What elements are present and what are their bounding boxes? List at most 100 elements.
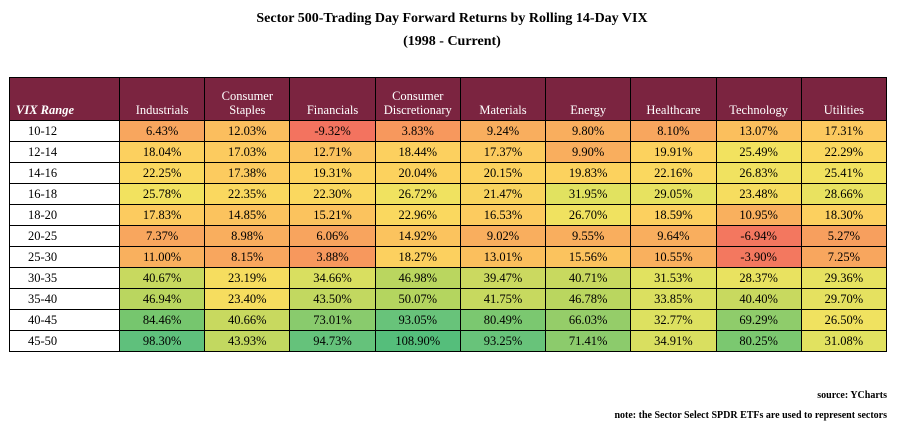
table-row: 30-35 40.67% 23.19% 34.66% 46.98% 39.47% 40.71…: [9, 267, 888, 289]
column-header-line2: Materials: [479, 103, 527, 117]
return-cell: 18.27%: [374, 246, 461, 268]
column-header: Consumer Staples: [204, 77, 291, 121]
return-cell: 17.31%: [800, 120, 888, 142]
return-cell: 21.47%: [459, 183, 547, 205]
return-cell: 25.41%: [800, 162, 888, 184]
vix-range-cell: 40-45: [9, 309, 120, 331]
return-cell: 17.37%: [459, 141, 547, 163]
return-cell: 43.50%: [289, 288, 376, 310]
return-cell: 98.30%: [118, 330, 206, 352]
return-cell: 40.40%: [715, 288, 802, 310]
column-header-line2: Utilities: [823, 103, 865, 117]
return-cell: 13.07%: [715, 120, 802, 142]
return-cell: 29.70%: [800, 288, 888, 310]
column-header-line2: Technology: [729, 103, 789, 117]
return-cell: 22.96%: [374, 204, 461, 226]
return-cell: 22.25%: [118, 162, 206, 184]
column-header: Energy: [545, 77, 632, 121]
vix-range-cell: 16-18: [9, 183, 120, 205]
return-cell: 6.43%: [118, 120, 206, 142]
return-cell: 18.30%: [800, 204, 888, 226]
return-cell: 108.90%: [374, 330, 461, 352]
return-cell: 46.78%: [545, 288, 632, 310]
vix-range-cell: 20-25: [9, 225, 120, 247]
return-cell: 22.30%: [289, 183, 376, 205]
return-cell: 9.02%: [459, 225, 547, 247]
return-cell: -6.94%: [715, 225, 802, 247]
return-cell: 25.49%: [715, 141, 802, 163]
returns-table: VIX Range Industrials Consumer Staples Fina…: [9, 77, 888, 352]
return-cell: 18.59%: [630, 204, 717, 226]
return-cell: 73.01%: [289, 309, 376, 331]
return-cell: 19.91%: [630, 141, 717, 163]
return-cell: 22.16%: [630, 162, 717, 184]
return-cell: 17.38%: [204, 162, 291, 184]
return-cell: 43.93%: [204, 330, 291, 352]
return-cell: 23.40%: [204, 288, 291, 310]
return-cell: 23.48%: [715, 183, 802, 205]
vix-range-cell: 25-30: [9, 246, 120, 268]
column-header: Healthcare: [630, 77, 717, 121]
column-header: Industrials: [118, 77, 206, 121]
table-body: 10-12 6.43% 12.03% -9.32% 3.83% 9.24% 9.80% 8.1…: [9, 120, 888, 352]
table-row: 25-30 11.00% 8.15% 3.88% 18.27% 13.01% 15.56% 1…: [9, 246, 888, 268]
return-cell: 28.66%: [800, 183, 888, 205]
return-cell: 33.85%: [630, 288, 717, 310]
return-cell: 32.77%: [630, 309, 717, 331]
table-row: 45-50 98.30% 43.93% 94.73% 108.90% 93.25% 71.4…: [9, 330, 888, 352]
return-cell: 34.66%: [289, 267, 376, 289]
table-title: Sector 500-Trading Day Forward Returns b…: [256, 11, 648, 26]
column-header-line2: Industrials: [135, 103, 189, 117]
return-cell: 50.07%: [374, 288, 461, 310]
return-cell: 7.37%: [118, 225, 206, 247]
table-row: 40-45 84.46% 40.66% 73.01% 93.05% 80.49% 66.03…: [9, 309, 888, 331]
table-row: 14-16 22.25% 17.38% 19.31% 20.04% 20.15% 19.83…: [9, 162, 888, 184]
column-header-line2: Energy: [570, 103, 607, 117]
return-cell: 46.98%: [374, 267, 461, 289]
return-cell: 12.71%: [289, 141, 376, 163]
return-cell: 18.04%: [118, 141, 206, 163]
return-cell: 40.71%: [545, 267, 632, 289]
vix-range-cell: 45-50: [9, 330, 120, 352]
table-row: 12-14 18.04% 17.03% 12.71% 18.44% 17.37% 9.90%…: [9, 141, 888, 163]
return-cell: 31.08%: [800, 330, 888, 352]
return-cell: 26.70%: [545, 204, 632, 226]
return-cell: 14.92%: [374, 225, 461, 247]
return-cell: 80.25%: [715, 330, 802, 352]
return-cell: -3.90%: [715, 246, 802, 268]
vix-range-cell: 14-16: [9, 162, 120, 184]
return-cell: 9.55%: [545, 225, 632, 247]
return-cell: 10.95%: [715, 204, 802, 226]
vix-range-cell: 30-35: [9, 267, 120, 289]
column-header: Financials: [289, 77, 376, 121]
header-row: VIX Range Industrials Consumer Staples Fina…: [9, 77, 888, 121]
return-cell: 94.73%: [289, 330, 376, 352]
return-cell: 9.90%: [545, 141, 632, 163]
return-cell: 17.83%: [118, 204, 206, 226]
return-cell: 14.85%: [204, 204, 291, 226]
return-cell: 71.41%: [545, 330, 632, 352]
vix-range-header: VIX Range: [9, 77, 120, 121]
column-header-line1: Consumer: [221, 89, 274, 103]
etf-note: note: the Sector Select SPDR ETFs are us…: [614, 410, 887, 421]
return-cell: 34.91%: [630, 330, 717, 352]
return-cell: 16.53%: [459, 204, 547, 226]
column-header: Consumer Discretionary: [374, 77, 461, 121]
column-header-line2: Discretionary: [383, 103, 452, 117]
vix-range-cell: 18-20: [9, 204, 120, 226]
return-cell: 22.29%: [800, 141, 888, 163]
return-cell: 20.15%: [459, 162, 547, 184]
return-cell: -9.32%: [289, 120, 376, 142]
return-cell: 20.04%: [374, 162, 461, 184]
return-cell: 8.15%: [204, 246, 291, 268]
return-cell: 23.19%: [204, 267, 291, 289]
return-cell: 29.36%: [800, 267, 888, 289]
return-cell: 84.46%: [118, 309, 206, 331]
return-cell: 18.44%: [374, 141, 461, 163]
return-cell: 26.72%: [374, 183, 461, 205]
return-cell: 40.66%: [204, 309, 291, 331]
return-cell: 28.37%: [715, 267, 802, 289]
return-cell: 11.00%: [118, 246, 206, 268]
return-cell: 41.75%: [459, 288, 547, 310]
column-header: Utilities: [800, 77, 888, 121]
